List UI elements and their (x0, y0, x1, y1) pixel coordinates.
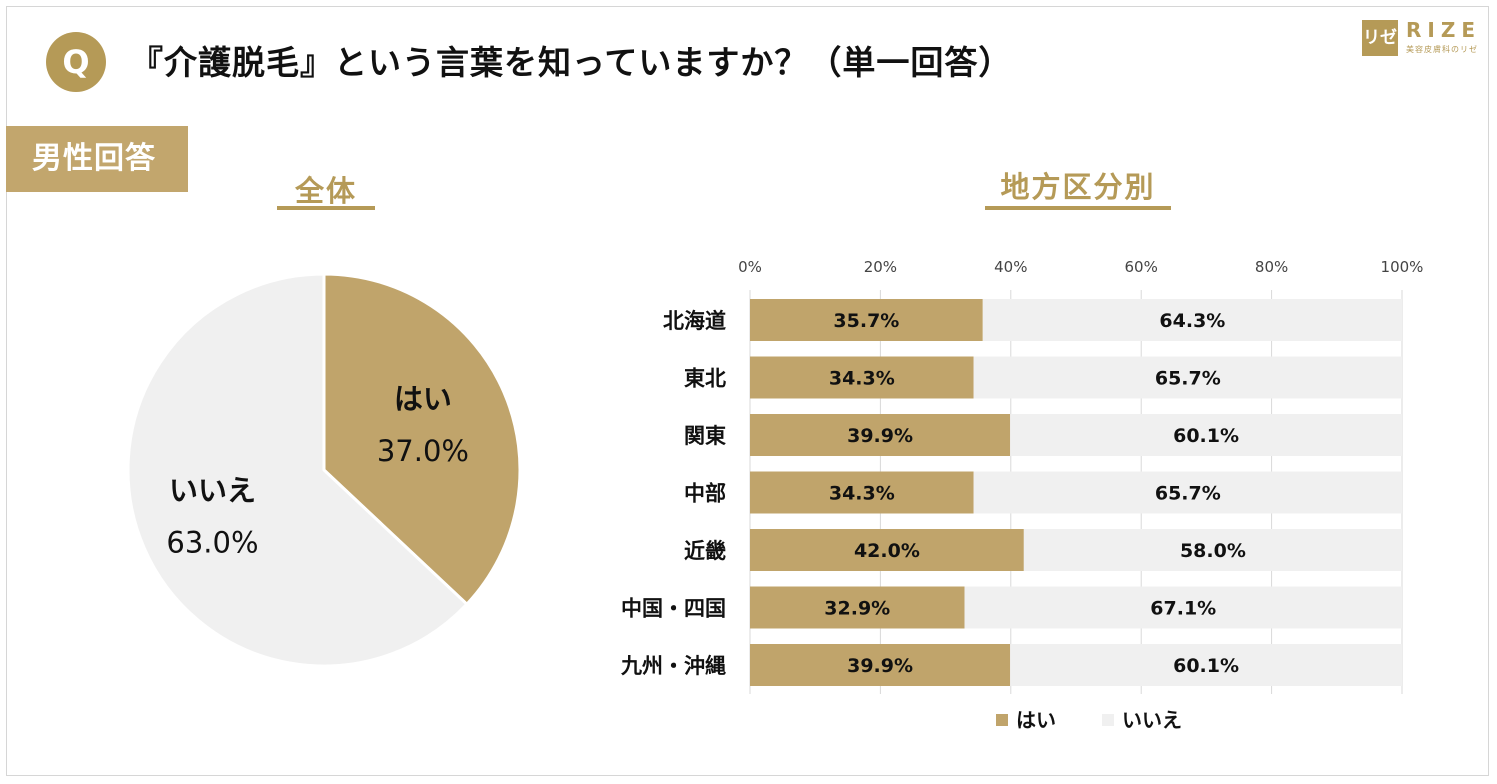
legend-swatch-yes (996, 714, 1008, 726)
bar-segment-yes (750, 644, 1011, 686)
pie-slice-yes (322, 272, 522, 607)
question-badge: Q (46, 32, 106, 92)
bar-title-underline (985, 206, 1171, 210)
bar-segment-no (982, 299, 1402, 341)
brand-logo: リゼ RIZE 美容皮膚科のリゼ (1362, 18, 1482, 60)
bar-segment-yes (750, 471, 974, 514)
bar-chart-title: 地方区分別 (1000, 170, 1156, 204)
bar-segment-no (973, 471, 1402, 514)
legend-swatch-no (1102, 714, 1114, 726)
x-tick-label: 80% (1255, 258, 1288, 276)
data-label: 65.7% (1155, 483, 1221, 505)
bar-segment-yes (750, 529, 1024, 571)
bar-segment-no (1023, 529, 1402, 571)
data-label: 39.9% (847, 655, 913, 677)
data-label: 32.9% (824, 598, 890, 620)
pie-slice-value: 37.0% (377, 434, 469, 468)
data-label: 65.7% (1155, 368, 1221, 390)
category-label: 九州・沖縄 (620, 654, 726, 678)
pie-title-underline (277, 206, 375, 210)
question-title: 『介護脱毛』という言葉を知っていますか？（単一回答） (130, 43, 1013, 82)
pie-slice-label: はい (394, 382, 452, 416)
data-label: 34.3% (829, 483, 895, 505)
bar-segment-yes (750, 299, 983, 341)
pie-slice-value: 63.0% (166, 525, 258, 559)
bar-segment-no (1010, 644, 1402, 686)
pie-slice-label: いいえ (169, 473, 256, 507)
category-label: 東北 (684, 367, 726, 391)
category-label: 北海道 (663, 309, 726, 333)
legend-label: いいえ (1122, 708, 1182, 732)
respondent-gender-tag: 男性回答 (6, 126, 188, 192)
data-label: 42.0% (854, 540, 920, 562)
x-tick-label: 100% (1381, 258, 1424, 276)
logo-subtitle: 美容皮膚科のリゼ (1406, 45, 1478, 54)
x-tick-label: 40% (994, 258, 1027, 276)
legend-label: はい (1016, 708, 1056, 732)
x-tick-label: 20% (864, 258, 897, 276)
category-label: 近畿 (684, 539, 726, 563)
bar-segment-no (973, 356, 1402, 399)
data-label: 34.3% (829, 368, 895, 390)
data-label: 67.1% (1150, 598, 1216, 620)
category-label: 関東 (684, 424, 726, 448)
data-label: 35.7% (833, 310, 899, 332)
data-label: 64.3% (1159, 310, 1225, 332)
bar-segment-no (964, 586, 1402, 629)
pie-chart-title: 全体 (294, 174, 357, 208)
x-tick-label: 0% (738, 258, 762, 276)
data-label: 60.1% (1173, 425, 1239, 447)
logo-name: RIZE (1406, 18, 1482, 42)
bar-segment-yes (750, 586, 965, 629)
bar-segment-yes (750, 414, 1011, 456)
logo-mark: リゼ (1362, 20, 1398, 56)
slide-frame (6, 6, 1489, 776)
category-label: 中部 (684, 482, 726, 506)
data-label: 60.1% (1173, 655, 1239, 677)
bar-segment-no (1010, 414, 1402, 456)
data-label: 58.0% (1180, 540, 1246, 562)
category-label: 中国・四国 (621, 597, 726, 621)
bar-segment-yes (750, 356, 974, 399)
x-tick-label: 60% (1125, 258, 1158, 276)
data-label: 39.9% (847, 425, 913, 447)
pie-slice-no (126, 272, 470, 668)
